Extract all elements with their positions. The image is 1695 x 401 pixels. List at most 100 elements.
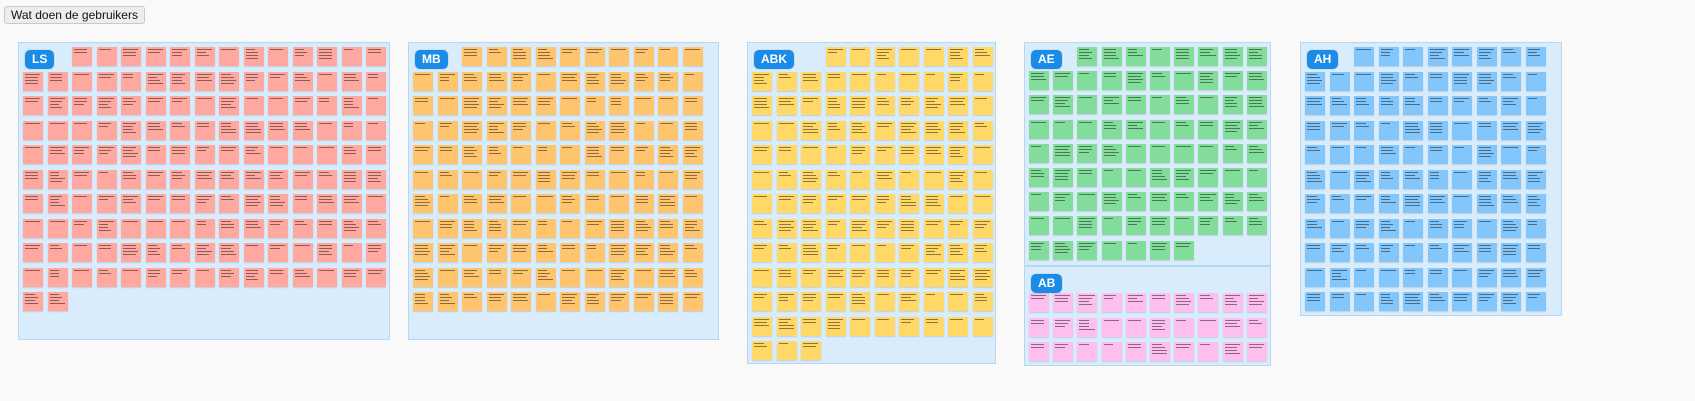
sticky-note-ae[interactable] [1247, 168, 1267, 187]
sticky-note-mb[interactable] [511, 121, 531, 140]
sticky-note-ae[interactable] [1198, 95, 1218, 114]
sticky-note-ae[interactable] [1077, 120, 1097, 139]
sticky-note-ls[interactable] [268, 145, 288, 164]
cluster-label-ah[interactable]: AH [1307, 50, 1338, 69]
cluster-label-abk[interactable]: ABK [754, 50, 794, 69]
sticky-note-ah[interactable] [1526, 170, 1546, 189]
sticky-note-mb[interactable] [634, 292, 654, 311]
sticky-note-ae[interactable] [1077, 71, 1097, 90]
cluster-frame-ae[interactable]: AE [1024, 42, 1271, 266]
sticky-note-mb[interactable] [438, 170, 458, 189]
sticky-note-ah[interactable] [1477, 194, 1497, 213]
sticky-note-ls[interactable] [195, 72, 215, 91]
sticky-note-ls[interactable] [170, 72, 190, 91]
sticky-note-ah[interactable] [1477, 72, 1497, 91]
sticky-note-ls[interactable] [146, 268, 166, 287]
sticky-note-abk[interactable] [924, 145, 944, 164]
sticky-note-ls[interactable] [219, 170, 239, 189]
sticky-note-mb[interactable] [487, 219, 507, 238]
sticky-note-abk[interactable] [777, 121, 797, 140]
board-title[interactable]: Wat doen de gebruikers [4, 6, 145, 24]
sticky-note-ah[interactable] [1379, 292, 1399, 311]
sticky-note-ah[interactable] [1477, 292, 1497, 311]
sticky-note-ah[interactable] [1305, 194, 1325, 213]
sticky-note-ae[interactable] [1247, 95, 1267, 114]
sticky-note-ah[interactable] [1330, 219, 1350, 238]
sticky-note-mb[interactable] [462, 47, 482, 66]
sticky-note-ah[interactable] [1379, 194, 1399, 213]
sticky-note-mb[interactable] [438, 194, 458, 213]
sticky-note-ls[interactable] [121, 145, 141, 164]
sticky-note-ah[interactable] [1305, 72, 1325, 91]
sticky-note-abk[interactable] [826, 145, 846, 164]
sticky-note-ls[interactable] [244, 72, 264, 91]
sticky-note-abk[interactable] [875, 219, 895, 238]
sticky-note-mb[interactable] [609, 121, 629, 140]
sticky-note-ah[interactable] [1305, 145, 1325, 164]
sticky-note-abk[interactable] [801, 292, 821, 311]
sticky-note-abk[interactable] [752, 292, 772, 311]
sticky-note-mb[interactable] [609, 72, 629, 91]
sticky-note-ah[interactable] [1501, 96, 1521, 115]
sticky-note-ls[interactable] [48, 145, 68, 164]
sticky-note-ls[interactable] [72, 121, 92, 140]
sticky-note-ls[interactable] [366, 47, 386, 66]
sticky-note-ls[interactable] [317, 268, 337, 287]
sticky-note-ls[interactable] [268, 219, 288, 238]
sticky-note-ae[interactable] [1223, 120, 1243, 139]
sticky-note-mb[interactable] [462, 292, 482, 311]
sticky-note-ls[interactable] [244, 219, 264, 238]
sticky-note-abk[interactable] [801, 145, 821, 164]
sticky-note-mb[interactable] [609, 219, 629, 238]
sticky-note-ah[interactable] [1428, 268, 1448, 287]
sticky-note-abk[interactable] [899, 96, 919, 115]
sticky-note-ah[interactable] [1354, 268, 1374, 287]
sticky-note-mb[interactable] [438, 268, 458, 287]
sticky-note-mb[interactable] [438, 145, 458, 164]
sticky-note-ls[interactable] [72, 219, 92, 238]
sticky-note-ah[interactable] [1428, 292, 1448, 311]
sticky-note-ah[interactable] [1428, 96, 1448, 115]
sticky-note-ae[interactable] [1247, 120, 1267, 139]
sticky-note-mb[interactable] [658, 292, 678, 311]
sticky-note-mb[interactable] [560, 96, 580, 115]
sticky-note-ls[interactable] [366, 72, 386, 91]
sticky-note-mb[interactable] [585, 243, 605, 262]
sticky-note-ah[interactable] [1477, 47, 1497, 66]
sticky-note-mb[interactable] [487, 72, 507, 91]
sticky-note-ab[interactable] [1247, 342, 1267, 361]
sticky-note-ae[interactable] [1126, 216, 1146, 235]
sticky-note-mb[interactable] [536, 121, 556, 140]
sticky-note-abk[interactable] [752, 121, 772, 140]
sticky-note-ae[interactable] [1223, 47, 1243, 66]
sticky-note-ae[interactable] [1102, 71, 1122, 90]
sticky-note-abk[interactable] [801, 170, 821, 189]
sticky-note-abk[interactable] [973, 170, 993, 189]
sticky-note-mb[interactable] [585, 47, 605, 66]
sticky-note-ah[interactable] [1403, 72, 1423, 91]
sticky-note-abk[interactable] [924, 72, 944, 91]
sticky-note-ls[interactable] [97, 121, 117, 140]
sticky-note-mb[interactable] [438, 72, 458, 91]
cluster-label-ae[interactable]: AE [1031, 50, 1062, 69]
sticky-note-ah[interactable] [1428, 72, 1448, 91]
sticky-note-mb[interactable] [536, 268, 556, 287]
sticky-note-ls[interactable] [244, 268, 264, 287]
sticky-note-mb[interactable] [683, 219, 703, 238]
sticky-note-mb[interactable] [585, 96, 605, 115]
sticky-note-abk[interactable] [752, 96, 772, 115]
sticky-note-ah[interactable] [1403, 96, 1423, 115]
sticky-note-ah[interactable] [1305, 170, 1325, 189]
sticky-note-abk[interactable] [924, 292, 944, 311]
sticky-note-ae[interactable] [1029, 95, 1049, 114]
sticky-note-mb[interactable] [462, 194, 482, 213]
sticky-note-mb[interactable] [634, 145, 654, 164]
sticky-note-ae[interactable] [1029, 216, 1049, 235]
sticky-note-ah[interactable] [1379, 219, 1399, 238]
sticky-note-ae[interactable] [1223, 216, 1243, 235]
sticky-note-ls[interactable] [72, 47, 92, 66]
sticky-note-mb[interactable] [560, 292, 580, 311]
sticky-note-abk[interactable] [801, 268, 821, 287]
sticky-note-ah[interactable] [1305, 292, 1325, 311]
sticky-note-ah[interactable] [1477, 170, 1497, 189]
